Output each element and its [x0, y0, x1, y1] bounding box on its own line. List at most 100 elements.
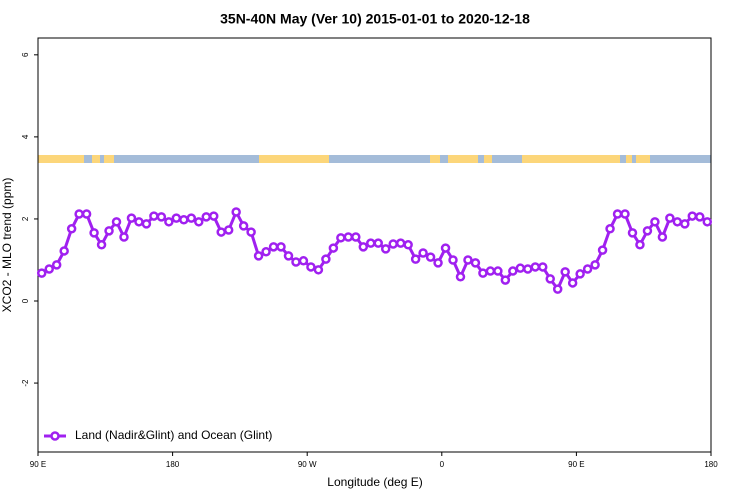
x-tick-label: 90 E	[30, 460, 46, 469]
data-point	[246, 227, 256, 237]
data-point	[134, 217, 144, 227]
land-ocean-strip	[38, 155, 711, 163]
data-point	[642, 226, 653, 236]
data-point	[231, 207, 241, 217]
data-point	[388, 239, 398, 249]
data-point	[36, 268, 47, 278]
data-point	[126, 213, 137, 223]
data-point	[313, 265, 324, 275]
data-point	[119, 232, 129, 242]
data-point	[687, 211, 698, 221]
data-point	[493, 266, 503, 276]
data-point	[298, 256, 309, 266]
data-point	[74, 209, 84, 219]
y-tick-label: 2	[21, 216, 30, 221]
data-point	[672, 217, 683, 227]
data-point	[89, 228, 99, 238]
data-point	[171, 213, 182, 223]
data-point	[343, 232, 354, 242]
data-point	[395, 238, 406, 248]
land-strip	[430, 155, 440, 163]
data-point	[261, 247, 271, 257]
land-strip	[104, 155, 114, 163]
data-point	[253, 251, 264, 261]
data-point	[268, 242, 279, 252]
data-point	[328, 243, 339, 253]
data-point	[635, 240, 645, 250]
data-point	[665, 213, 675, 223]
data-point	[545, 274, 555, 284]
legend-label: Land (Nadir&Glint) and Ocean (Glint)	[75, 428, 272, 442]
data-point	[291, 257, 301, 267]
plot-frame	[37, 37, 712, 453]
data-point	[650, 217, 660, 227]
x-tick-label: 90 W	[298, 460, 317, 469]
data-point	[216, 227, 226, 237]
data-point	[358, 242, 369, 252]
data-point	[605, 224, 615, 234]
data-point	[425, 252, 436, 262]
data-point	[380, 244, 391, 254]
data-point	[702, 217, 713, 227]
data-point	[620, 209, 630, 219]
x-tick-label: 180	[166, 460, 180, 469]
data-point	[201, 212, 211, 222]
data-point	[582, 264, 593, 274]
data-point	[336, 233, 346, 243]
y-axis-label: XCO2 - MLO trend (ppm)	[0, 178, 14, 313]
data-point	[418, 248, 428, 258]
data-point	[500, 275, 511, 285]
data-point	[51, 260, 62, 270]
data-point	[283, 251, 294, 261]
y-tick-label: 4	[21, 134, 30, 139]
data-point	[156, 212, 167, 222]
data-point	[463, 255, 473, 265]
data-point	[657, 232, 668, 242]
data-point	[433, 258, 443, 268]
data-point	[276, 242, 286, 252]
land-strip	[522, 155, 620, 163]
data-point	[179, 215, 189, 225]
data-point	[530, 262, 541, 272]
legend-marker	[50, 431, 60, 441]
data-point	[111, 217, 122, 227]
data-point	[149, 211, 159, 221]
land-strip	[92, 155, 100, 163]
data-point	[567, 278, 578, 288]
land-strip	[484, 155, 492, 163]
data-point	[440, 243, 451, 253]
x-tick-label: 90 E	[568, 460, 584, 469]
data-point	[373, 238, 383, 248]
data-point	[66, 224, 77, 234]
land-strip	[38, 155, 84, 163]
x-tick-label: 180	[704, 460, 718, 469]
data-point	[366, 238, 376, 248]
x-tick-label: 0	[440, 460, 445, 469]
data-point	[612, 209, 623, 219]
land-strip	[626, 155, 632, 163]
data-point	[552, 284, 563, 294]
data-point	[306, 262, 316, 272]
data-point	[680, 219, 690, 229]
data-point	[627, 228, 638, 238]
data-point	[104, 226, 114, 236]
y-tick-label: 0	[21, 298, 30, 303]
chart-title: 35N-40N May (Ver 10) 2015-01-01 to 2020-…	[220, 11, 530, 27]
data-point	[96, 240, 107, 250]
land-strip	[636, 155, 650, 163]
data-point	[321, 254, 331, 264]
data-point	[515, 263, 526, 273]
land-strip	[259, 155, 329, 163]
data-point	[478, 268, 488, 278]
data-point	[194, 217, 204, 227]
data-point	[523, 264, 533, 274]
x-axis-label: Longitude (deg E)	[327, 475, 422, 489]
data-point	[141, 219, 152, 229]
data-point	[223, 225, 234, 235]
data-point	[597, 245, 608, 255]
data-point	[186, 213, 197, 223]
data-point	[44, 264, 54, 274]
ocean-strip	[38, 155, 711, 163]
data-point	[81, 209, 92, 219]
